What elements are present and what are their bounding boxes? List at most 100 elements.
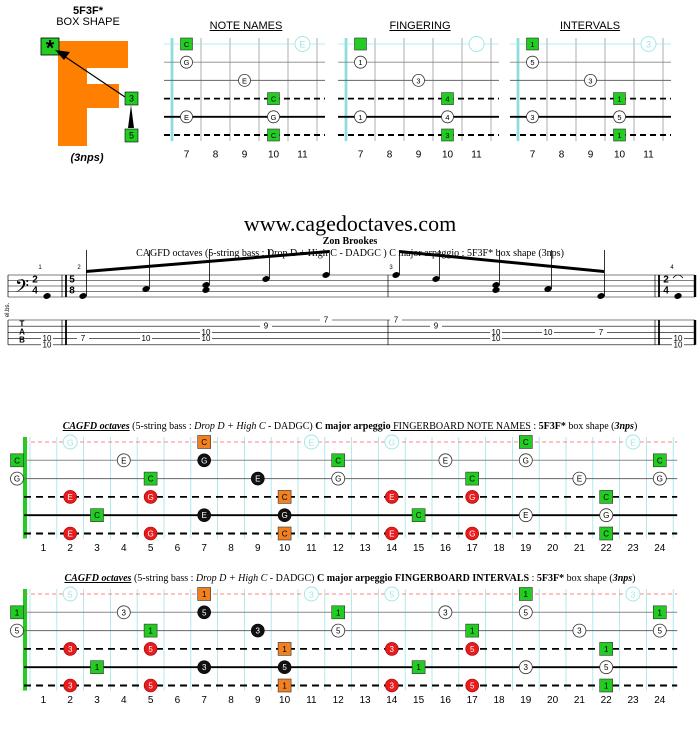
note-head bbox=[79, 293, 87, 299]
timesig-bottom: 4 bbox=[663, 286, 669, 297]
note-names-title: NOTE NAMES bbox=[209, 20, 283, 32]
instrument-label: el.bs. bbox=[5, 302, 11, 317]
tab-number-bg bbox=[672, 340, 684, 349]
big-fret-number: 20 bbox=[547, 695, 559, 706]
big-fret-number: 5 bbox=[148, 695, 154, 706]
marker-white-circle bbox=[652, 471, 667, 486]
small-note: E bbox=[238, 74, 251, 87]
big-note: E bbox=[625, 434, 641, 450]
big-fret-number: 14 bbox=[386, 543, 398, 554]
marker-red-circle bbox=[63, 490, 77, 504]
tab-number-bg bbox=[77, 334, 89, 343]
marker-label: 5 bbox=[530, 58, 534, 67]
big-note: G bbox=[518, 453, 533, 468]
marker-label: 1 bbox=[604, 645, 609, 654]
marker-label: G bbox=[201, 456, 207, 465]
marker-label: 3 bbox=[530, 113, 534, 122]
marker-label: 1 bbox=[617, 95, 621, 104]
big-note: E bbox=[438, 453, 453, 468]
big-fret-number: 6 bbox=[175, 543, 181, 554]
big-note: 1 bbox=[465, 623, 480, 638]
box-marker-3 bbox=[124, 91, 139, 106]
marker-white-circle bbox=[10, 623, 24, 638]
big-fret-number: 18 bbox=[493, 543, 505, 554]
marker-label: 5 bbox=[658, 627, 663, 636]
marker-white-circle bbox=[438, 605, 453, 620]
marker-white-circle bbox=[518, 508, 533, 523]
big-note: G bbox=[465, 526, 480, 541]
marker-black-circle bbox=[197, 508, 211, 523]
title-part: CAGFD octaves bbox=[64, 573, 132, 584]
big-note: C bbox=[599, 526, 614, 541]
big-note: 1 bbox=[599, 678, 614, 693]
big-note: 5 bbox=[331, 623, 346, 638]
big-fret-number: 13 bbox=[359, 543, 371, 554]
small-fret-number: 9 bbox=[242, 150, 248, 161]
title-part: - DADGC) bbox=[267, 573, 318, 584]
marker-label: 5 bbox=[68, 590, 73, 600]
big-fret-number: 6 bbox=[175, 695, 181, 706]
marker-label: 1 bbox=[15, 608, 20, 617]
marker-square bbox=[613, 128, 626, 142]
title-part: - DADGC) bbox=[265, 421, 316, 432]
marker-label: G bbox=[469, 493, 475, 502]
marker-label: 1 bbox=[530, 40, 534, 49]
big-fret-number: 9 bbox=[255, 543, 261, 554]
marker-label: G bbox=[603, 511, 609, 520]
marker-square bbox=[518, 435, 533, 449]
big-note: 1 bbox=[599, 642, 614, 656]
big-note: 3 bbox=[625, 586, 641, 602]
big-note: E bbox=[384, 490, 399, 504]
big-note: 3 bbox=[63, 642, 77, 656]
fretboard-nut bbox=[23, 437, 27, 539]
marker-label: 3 bbox=[631, 590, 636, 600]
marker-label: 5 bbox=[470, 645, 475, 654]
big-fret-number: 3 bbox=[94, 543, 100, 554]
marker-label: C bbox=[201, 438, 207, 447]
marker-square bbox=[197, 435, 211, 449]
note-head bbox=[392, 272, 400, 278]
marker-label: C bbox=[335, 456, 341, 465]
marker-square bbox=[441, 92, 454, 105]
marker-label: C bbox=[184, 40, 190, 49]
arrow-line bbox=[57, 51, 126, 98]
marker-square bbox=[518, 587, 533, 601]
box-marker-5 bbox=[124, 128, 139, 143]
marker-label: C bbox=[14, 456, 20, 465]
marker-white-circle bbox=[572, 623, 587, 638]
tab-number: 10 bbox=[544, 328, 553, 337]
marker-red-circle bbox=[63, 526, 77, 541]
marker-ghost-circle bbox=[384, 586, 400, 602]
big-fret-number: 4 bbox=[121, 543, 127, 554]
marker-white-circle bbox=[238, 74, 251, 87]
big-fret-number: 1 bbox=[41, 695, 47, 706]
big-note: C bbox=[652, 453, 667, 468]
big-fret-number: 8 bbox=[228, 695, 234, 706]
marker-square bbox=[465, 471, 480, 486]
marker-label: 3 bbox=[577, 627, 582, 636]
big-fret-number: 19 bbox=[520, 695, 532, 706]
small-note: 4 bbox=[441, 92, 454, 105]
marker-square bbox=[277, 642, 292, 656]
marker-square bbox=[411, 508, 426, 523]
box-shape-f-logo bbox=[40, 37, 128, 146]
small-note: G bbox=[180, 55, 193, 69]
small-fret-number: 8 bbox=[387, 150, 393, 161]
big-note: 1 bbox=[277, 678, 292, 693]
marker-square bbox=[652, 605, 667, 620]
small-diagram-1 bbox=[338, 38, 499, 141]
tab-label-B: B bbox=[19, 336, 25, 345]
marker-label: 5 bbox=[282, 663, 287, 672]
big-fret-number: 12 bbox=[333, 695, 345, 706]
big-note: 3 bbox=[438, 605, 453, 620]
marker-red-circle bbox=[384, 490, 399, 504]
big-fret-number: 23 bbox=[627, 543, 639, 554]
marker-label: G bbox=[523, 456, 529, 465]
marker-label: 1 bbox=[336, 608, 341, 617]
box-arrow-down bbox=[128, 105, 134, 128]
big-fret-number: 15 bbox=[413, 543, 425, 554]
beam-1 bbox=[86, 250, 329, 273]
marker-label: 1 bbox=[358, 113, 362, 122]
note-head bbox=[202, 287, 210, 293]
marker-square bbox=[599, 526, 614, 541]
